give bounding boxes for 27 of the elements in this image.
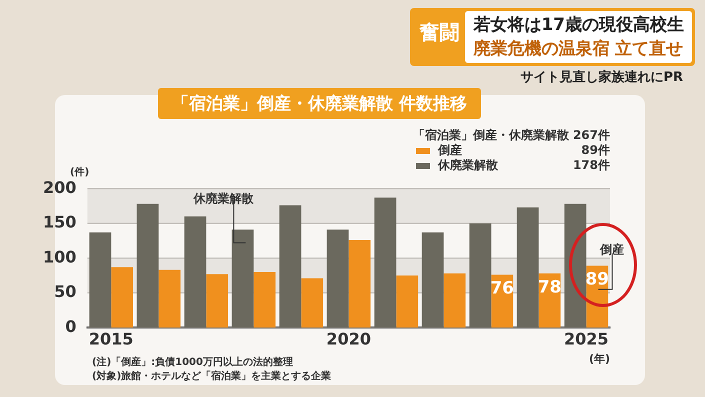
text: 廃業危機の温泉宿 立て直せ [473, 38, 684, 61]
text: 若女将は17歳の現役高校生 [473, 14, 684, 37]
legend-label: 倒産 [438, 143, 463, 158]
annotation: 倒産 [599, 242, 624, 256]
x-tick-label: 2015 [88, 329, 134, 348]
text: (注)「倒産」:負債1000万円以上の法的整理 [92, 356, 294, 370]
data-label: 89 [585, 270, 610, 290]
chart-title: 「宿泊業」倒産・休廃業解散 件数推移 [158, 88, 481, 119]
text: 178件 [572, 158, 610, 173]
text: サイト見直し家族連れにPR [520, 68, 683, 86]
x-axis-title: (年) [588, 352, 610, 366]
y-tick-label: 150 [42, 212, 76, 232]
text: (対象)旅館・ホテルなど「宿泊業」を主業とする企業 [92, 370, 332, 384]
y-tick-label: 100 [42, 247, 76, 266]
data-label: 78 [538, 277, 562, 298]
annotation: 休廃業解散 [192, 192, 255, 206]
text: 奮闘 [418, 19, 460, 46]
legend-label: 休廃業解散 [438, 158, 499, 173]
y-tick-label: 0 [65, 316, 76, 336]
text: 89件 [580, 143, 610, 158]
x-tick-label: 2020 [326, 329, 371, 348]
y-tick-label: 50 [54, 282, 76, 302]
text: 「宿泊業」倒産・休廃業解散 267件 [412, 128, 610, 143]
y-axis-title: (件) [70, 166, 90, 179]
x-tick-label: 2025 [564, 329, 609, 348]
y-tick-label: 200 [42, 178, 76, 197]
data-label: 76 [490, 278, 514, 299]
